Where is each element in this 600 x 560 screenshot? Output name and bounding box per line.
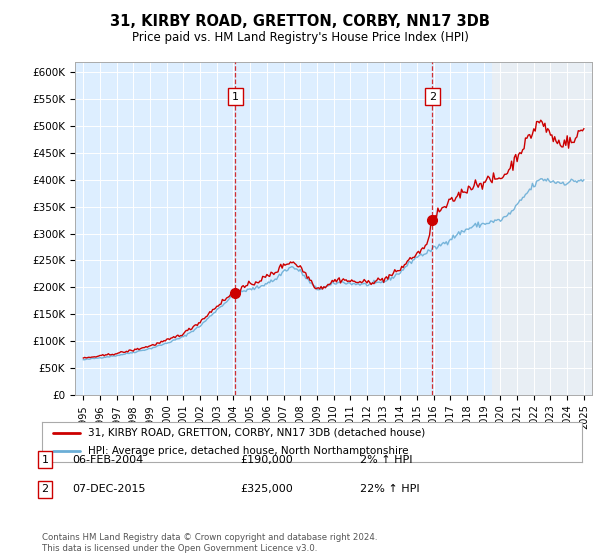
Text: Price paid vs. HM Land Registry's House Price Index (HPI): Price paid vs. HM Land Registry's House … [131,31,469,44]
Text: HPI: Average price, detached house, North Northamptonshire: HPI: Average price, detached house, Nort… [88,446,409,456]
Text: 06-FEB-2004: 06-FEB-2004 [72,455,143,465]
Text: 1: 1 [232,92,239,101]
Text: 2: 2 [41,484,49,494]
Text: Contains HM Land Registry data © Crown copyright and database right 2024.: Contains HM Land Registry data © Crown c… [42,533,377,542]
Text: 1: 1 [41,455,49,465]
Text: £325,000: £325,000 [240,484,293,494]
Text: 31, KIRBY ROAD, GRETTON, CORBY, NN17 3DB (detached house): 31, KIRBY ROAD, GRETTON, CORBY, NN17 3DB… [88,428,425,437]
Text: This data is licensed under the Open Government Licence v3.0.: This data is licensed under the Open Gov… [42,544,317,553]
Text: 31, KIRBY ROAD, GRETTON, CORBY, NN17 3DB: 31, KIRBY ROAD, GRETTON, CORBY, NN17 3DB [110,14,490,29]
Text: 2% ↑ HPI: 2% ↑ HPI [360,455,413,465]
Text: 2: 2 [429,92,436,101]
Text: 22% ↑ HPI: 22% ↑ HPI [360,484,419,494]
Text: 07-DEC-2015: 07-DEC-2015 [72,484,146,494]
Text: £190,000: £190,000 [240,455,293,465]
Bar [492,62,592,395]
